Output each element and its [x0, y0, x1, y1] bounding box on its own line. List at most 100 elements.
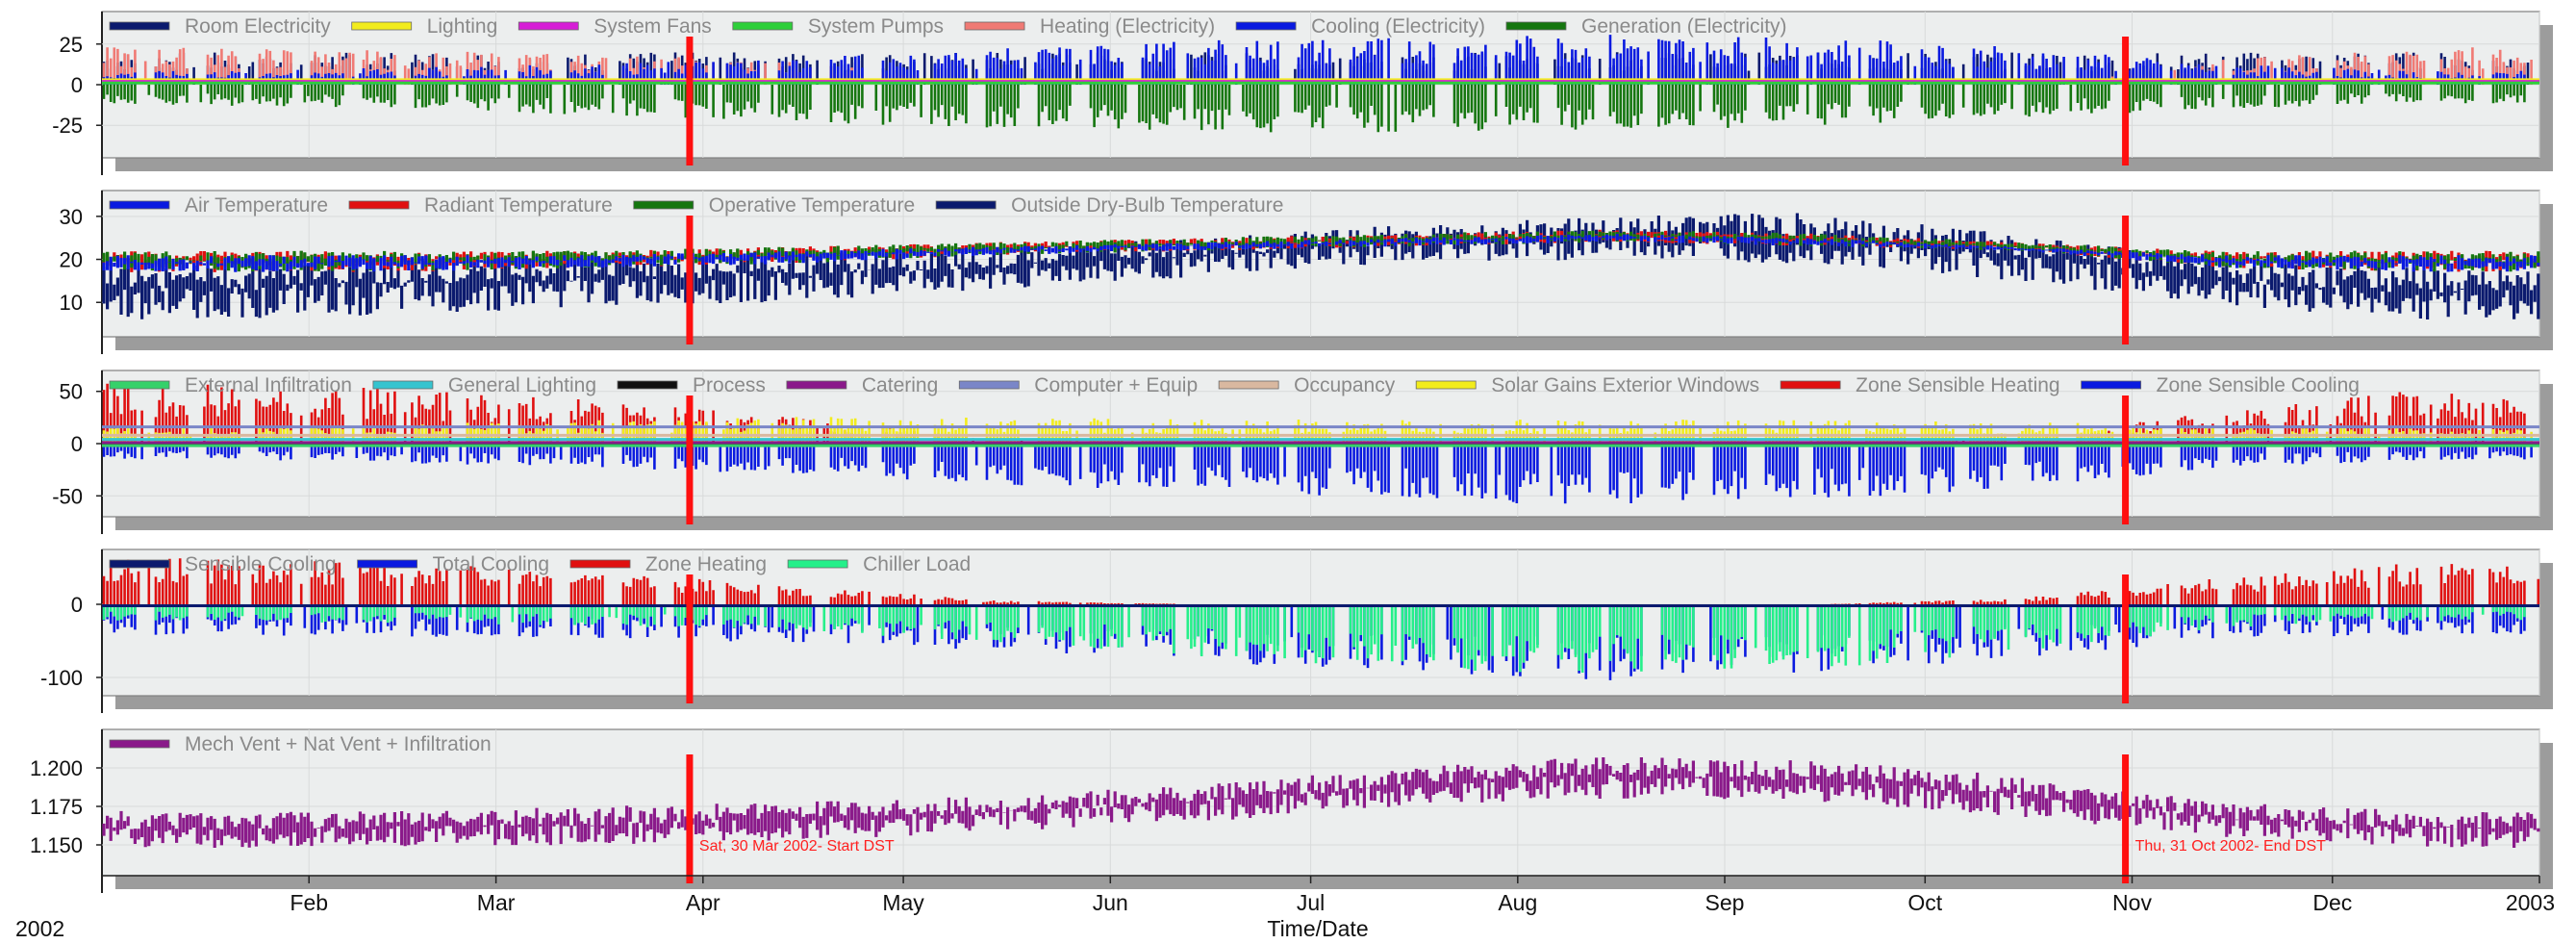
legend-swatch — [617, 380, 678, 390]
y-tick-label: 30 — [60, 205, 83, 229]
legend-item-room-electricity: Room Electricity — [109, 15, 331, 38]
y-tick-label: -25 — [52, 114, 83, 138]
x-tick-label: May — [882, 890, 924, 915]
dst-marker-label: Sat, 30 Mar 2002- Start DST — [699, 838, 895, 855]
legend-item-zone-heating: Zone Heating — [569, 553, 767, 575]
legend-swatch — [787, 559, 848, 569]
legend-label: Cooling (Electricity) — [1311, 15, 1485, 38]
legend: Sensible Cooling Total Cooling Zone Heatin… — [109, 553, 971, 575]
legend-label: General Lighting — [448, 374, 596, 396]
legend-label: Air Temperature — [185, 194, 328, 217]
legend-label: Room Electricity — [185, 15, 331, 38]
x-tick-label: Dec — [2312, 890, 2352, 915]
legend-label: Zone Sensible Heating — [1856, 374, 2059, 396]
dst-marker-line — [2122, 216, 2130, 344]
dst-markers: Sat, 30 Mar 2002- Start DST Thu, 31 Oct 2… — [686, 37, 2326, 883]
x-tick-label: Oct — [1907, 890, 1942, 915]
legend: Air Temperature Radiant Temperature Operat… — [109, 194, 1283, 217]
legend-swatch — [1780, 380, 1841, 390]
x-tick-label: Aug — [1498, 890, 1537, 915]
x-tick-label: Mar — [477, 890, 516, 915]
y-tick-label: 10 — [60, 291, 83, 315]
legend-item-system-fans: System Fans — [518, 15, 712, 38]
dst-marker-line — [686, 574, 694, 703]
legend-item-cooling-electricity: Cooling (Electricity) — [1235, 15, 1485, 38]
dst-marker-line — [2122, 395, 2130, 524]
legend-label: Lighting — [427, 15, 498, 38]
y-tick-label: 20 — [60, 248, 83, 272]
legend-item-solar-gains-exterior-windows: Solar Gains Exterior Windows — [1415, 374, 1759, 396]
legend-swatch — [633, 200, 695, 210]
legend-label: System Pumps — [808, 15, 944, 38]
legend-label: Radiant Temperature — [424, 194, 613, 217]
legend-item-zone-sensible-cooling: Zone Sensible Cooling — [2081, 374, 2360, 396]
legend-label: Computer + Equip — [1034, 374, 1198, 396]
x-tick-label: Jun — [1093, 890, 1128, 915]
x-tick-label: Feb — [290, 890, 328, 915]
dst-marker-line — [686, 754, 694, 883]
legend-swatch — [732, 21, 794, 31]
legend-label: Solar Gains Exterior Windows — [1491, 374, 1759, 396]
legend-swatch — [569, 559, 631, 569]
legend: External Infiltration General Lighting Pro… — [109, 374, 2360, 396]
legend: Room Electricity Lighting System Fans Syste… — [109, 15, 1787, 38]
legend-swatch — [958, 380, 1020, 390]
dst-marker-line — [686, 216, 694, 344]
legend-item-radiant-temperature: Radiant Temperature — [348, 194, 613, 217]
legend-label: Catering — [862, 374, 938, 396]
dst-marker-line — [2122, 37, 2130, 166]
legend-item-computer-equip: Computer + Equip — [958, 374, 1198, 396]
legend-swatch — [2081, 380, 2142, 390]
x-tick-label: 2003 — [2506, 890, 2555, 915]
series-air-temperature — [102, 233, 2540, 272]
y-tick-label: 0 — [71, 73, 83, 97]
legend-item-heating-electricity: Heating (Electricity) — [964, 15, 1215, 38]
legend-label: Chiller Load — [863, 553, 971, 575]
legend-item-total-cooling: Total Cooling — [357, 553, 549, 575]
series-generation-electricity — [102, 85, 2526, 133]
series-marks — [102, 757, 2540, 848]
legend-item-occupancy: Occupancy — [1218, 374, 1396, 396]
legend-label: Heating (Electricity) — [1040, 15, 1215, 38]
legend-item-system-pumps: System Pumps — [732, 15, 944, 38]
legend-item-external-infiltration: External Infiltration — [109, 374, 352, 396]
x-axis-title: Time/Date — [1267, 916, 1368, 941]
panel-plant-loads: 0 -100 Sensible Cooling Total Cooling Zone H… — [40, 549, 2553, 713]
legend-label: Outside Dry-Bulb Temperature — [1011, 194, 1283, 217]
x-tick-label: Nov — [2112, 890, 2152, 915]
legend-label: Zone Heating — [645, 553, 767, 575]
plot-area — [101, 728, 2540, 877]
legend-swatch — [372, 380, 434, 390]
year-label: 2002 — [15, 916, 64, 941]
series-zone-sensible-cooling — [102, 444, 2533, 504]
legend-item-lighting: Lighting — [351, 15, 498, 38]
dst-marker-line — [2122, 574, 2130, 703]
legend-label: Sensible Cooling — [185, 553, 337, 575]
series-marks — [102, 85, 2526, 133]
legend-item-general-lighting: General Lighting — [372, 374, 596, 396]
legend-label: Process — [693, 374, 766, 396]
legend-swatch — [348, 200, 410, 210]
legend-label: Mech Vent + Nat Vent + Infiltration — [185, 733, 492, 755]
legend-swatch — [109, 200, 170, 210]
panel-ventilation: 1.200 1.175 1.150 Mech Vent + Nat Vent + In… — [30, 728, 2553, 893]
panel-zone-gains: 50 0 -50 External Infiltration General Light… — [52, 370, 2553, 534]
dst-marker-line — [686, 395, 694, 524]
legend-item-generation-electricity: Generation (Electricity) — [1505, 15, 1787, 38]
y-tick-label: 1.150 — [30, 833, 83, 857]
series-mech-vent-nat-vent-infiltration — [102, 757, 2540, 848]
legend-item-chiller-load: Chiller Load — [787, 553, 971, 575]
panel-temperatures: 30 20 10 Air Temperature Radiant Temperature… — [60, 190, 2553, 354]
series-chiller-load — [102, 604, 2526, 673]
legend-swatch — [351, 21, 413, 31]
legend-item-outside-dry-bulb-temperature: Outside Dry-Bulb Temperature — [935, 194, 1283, 217]
legend-swatch — [1415, 380, 1477, 390]
legend-swatch — [109, 559, 170, 569]
y-tick-label: 25 — [60, 33, 83, 57]
x-axis: 2002 Time/Date Feb Mar Apr May Jun Jul Aug Sep O… — [15, 875, 2555, 941]
panel-electricity: 25 0 -25 Room Electricity Lighting System Fan… — [52, 11, 2553, 175]
x-tick-label: Jul — [1297, 890, 1325, 915]
legend-swatch — [935, 200, 997, 210]
y-tick-label: -100 — [40, 666, 83, 690]
